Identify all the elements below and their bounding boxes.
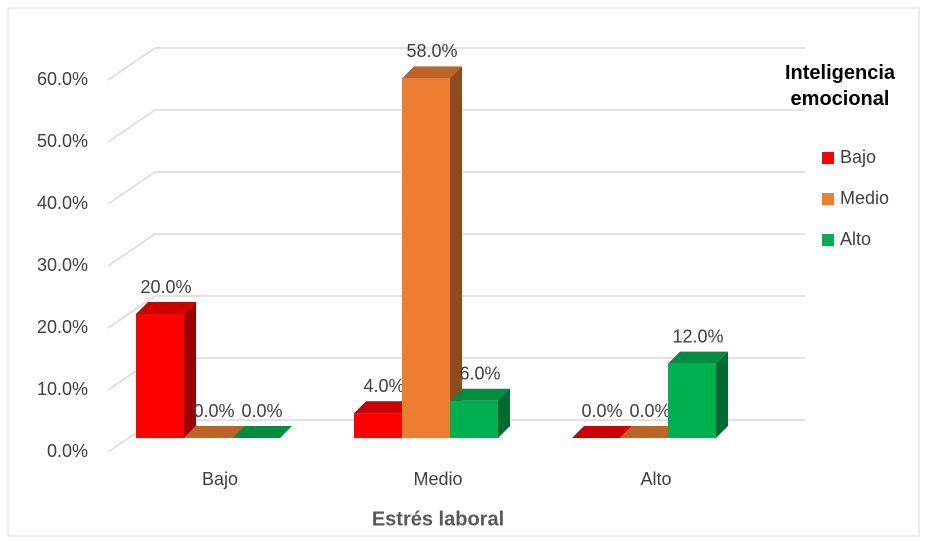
bar-front: [668, 363, 716, 438]
bar: [232, 426, 292, 438]
bar-top: [572, 426, 632, 438]
bar-front: [450, 400, 498, 438]
x-tick-label: Bajo: [202, 469, 238, 489]
grid-line: [107, 295, 805, 329]
bar-top: [184, 426, 244, 438]
bar: [402, 66, 462, 439]
bar: [620, 426, 680, 438]
y-tick-label: 50.0%: [37, 131, 88, 151]
bar-top: [402, 66, 462, 79]
bar: [572, 426, 632, 438]
data-label: 58.0%: [406, 41, 457, 61]
bar-front: [402, 78, 450, 439]
data-label: 0.0%: [581, 401, 622, 421]
grid-line: [107, 109, 805, 143]
bar: [136, 302, 196, 438]
bar: [184, 426, 244, 438]
bar-side: [498, 388, 510, 438]
data-label: 6.0%: [459, 364, 500, 384]
legend-swatch: [822, 193, 834, 205]
y-tick-label: 30.0%: [37, 255, 88, 275]
bar-front: [354, 413, 402, 438]
bar-top: [136, 302, 196, 314]
bar: [450, 388, 510, 438]
legend-swatch: [822, 234, 834, 246]
bar-top: [620, 426, 680, 438]
bar-front: [136, 314, 184, 438]
grid-line: [107, 171, 805, 205]
data-label: 0.0%: [241, 401, 282, 421]
legend-title: Inteligencia emocional: [784, 62, 896, 110]
data-label: 12.0%: [672, 326, 723, 346]
data-label: 4.0%: [363, 376, 404, 396]
legend-label: Alto: [840, 229, 871, 249]
y-tick-label: 40.0%: [37, 193, 88, 213]
y-tick-label: 60.0%: [37, 69, 88, 89]
y-tick-label: 20.0%: [37, 317, 88, 337]
bar-top: [354, 401, 414, 414]
y-tick-label: 0.0%: [47, 441, 88, 461]
data-label: 20.0%: [140, 277, 191, 297]
legend-label: Bajo: [840, 147, 876, 167]
bar-top: [232, 426, 292, 438]
legend-label: Medio: [840, 188, 889, 208]
data-label: 0.0%: [193, 401, 234, 421]
y-tick-label: 10.0%: [37, 379, 88, 399]
bar-side: [450, 66, 462, 439]
bar-top: [668, 351, 728, 364]
data-label: 0.0%: [629, 401, 670, 421]
x-tick-label: Alto: [640, 469, 671, 489]
bar: [668, 351, 728, 438]
x-axis-title: Estrés laboral: [372, 508, 504, 530]
legend-swatch: [822, 152, 834, 164]
bar-side: [184, 302, 196, 438]
grid-line: [107, 233, 805, 267]
x-tick-label: Medio: [413, 469, 462, 489]
bar-side: [716, 351, 728, 438]
chart-border: [7, 7, 920, 537]
grid-line: [107, 47, 805, 81]
bar-top: [450, 388, 510, 401]
